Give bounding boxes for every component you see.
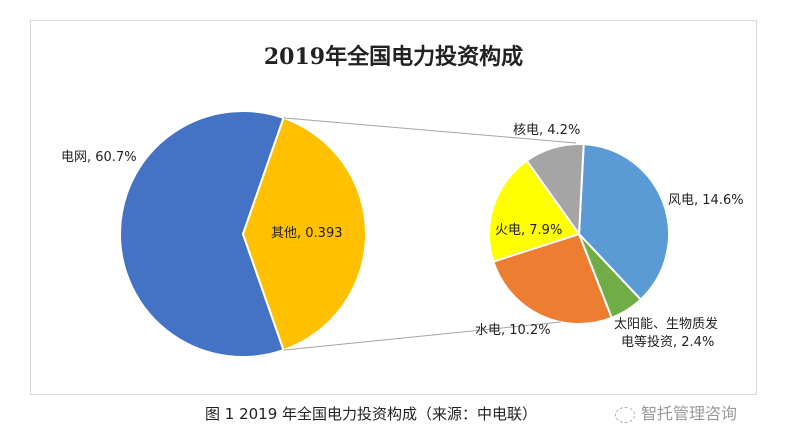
label-hydro: 水电, 10.2% xyxy=(475,323,551,338)
secondary-pie-slice-3 xyxy=(488,159,581,263)
label-solar-line1: 太阳能、生物质发 xyxy=(614,316,718,332)
secondary-pie-slice-4 xyxy=(525,143,585,237)
label-wind: 风电, 14.6% xyxy=(668,193,744,208)
label-other: 其他, 0.393 xyxy=(271,226,342,241)
label-grid: 电网, 60.7% xyxy=(61,150,137,165)
watermark-text: 智托管理咨询 xyxy=(641,404,738,423)
pie-of-pie-chart: 电网, 60.7% 其他, 0.393 风电, 14.6% 太阳能、生物质发 电… xyxy=(61,110,744,358)
figure-caption: 图 1 2019 年全国电力投资构成（来源：中电联） xyxy=(205,405,538,423)
secondary-pie-slice-2 xyxy=(492,232,613,325)
label-thermal: 火电, 7.9% xyxy=(495,223,562,238)
secondary-pie-slice-0 xyxy=(577,143,670,301)
label-solar-line2: 电等投资, 2.4% xyxy=(621,334,714,350)
connector-line-top xyxy=(283,117,577,144)
chart-title: 2019年全国电力投资构成 xyxy=(263,44,524,70)
wechat-icon xyxy=(615,406,635,423)
label-nuclear: 核电, 4.2% xyxy=(513,123,580,138)
main-pie-slice-1 xyxy=(241,116,367,352)
main-pie-slice-0 xyxy=(119,110,285,358)
connector-line-bottom xyxy=(283,321,562,351)
chart-frame: 2019年全国电力投资构成 电网, 60.7% 其他, 0.393 风电, 14… xyxy=(30,20,757,395)
watermark: 智托管理咨询 xyxy=(615,400,737,424)
